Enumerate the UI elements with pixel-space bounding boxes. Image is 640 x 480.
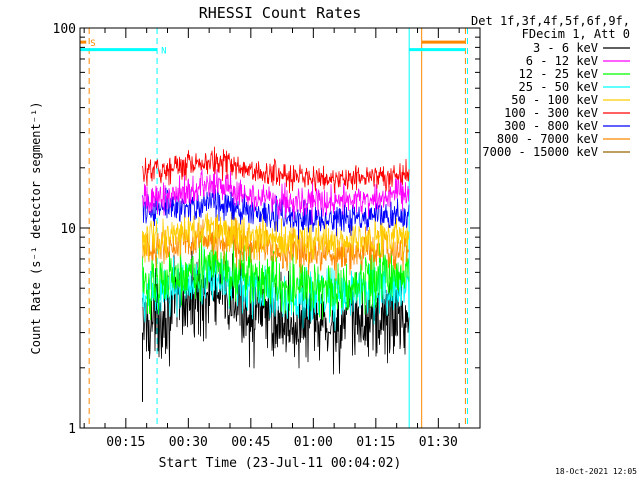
series-line-100-300kev bbox=[142, 146, 410, 194]
legend-label: 300 - 800 keV bbox=[504, 119, 598, 133]
legend-label: 25 - 50 keV bbox=[519, 80, 598, 94]
legend-header-line-2: FDecim 1, Att 0 bbox=[522, 27, 630, 41]
legend-label: 50 - 100 keV bbox=[511, 93, 598, 107]
footer-timestamp: 18-Oct-2021 12:05 bbox=[555, 467, 637, 476]
x-tick-label: 00:30 bbox=[169, 435, 208, 450]
legend-label: 12 - 25 keV bbox=[519, 67, 598, 81]
attenuator-label-n: N bbox=[161, 47, 166, 57]
series-line-300-800kev bbox=[142, 180, 410, 240]
chart-title: RHESSI Count Rates bbox=[199, 4, 362, 22]
series-line-12-25kev bbox=[142, 231, 410, 321]
series-line-6-12kev bbox=[142, 169, 410, 225]
series-line-3-6kev bbox=[142, 241, 410, 375]
x-tick-label: 01:00 bbox=[294, 435, 333, 450]
legend-header-line-1: Det 1f,3f,4f,5f,6f,9f, bbox=[471, 14, 630, 28]
x-tick-label: 00:45 bbox=[231, 435, 270, 450]
vertical-lines-layer bbox=[79, 28, 468, 428]
legend-label: 100 - 300 keV bbox=[504, 106, 598, 120]
y-axis-label: Count Rate (s⁻¹ detector segment⁻¹) bbox=[29, 102, 43, 355]
attenuator-label-s: S bbox=[90, 39, 95, 49]
x-tick-label: 01:15 bbox=[356, 435, 395, 450]
legend-label: 7000 - 15000 keV bbox=[482, 145, 598, 159]
series-layer bbox=[142, 146, 410, 402]
x-tick-label: 00:15 bbox=[106, 435, 145, 450]
y-tick-label: 10 bbox=[60, 222, 76, 237]
x-axis-label: Start Time (23-Jul-11 00:04:02) bbox=[159, 456, 402, 471]
legend: Det 1f,3f,4f,5f,6f,9f, FDecim 1, Att 0 3… bbox=[471, 14, 630, 159]
legend-label: 800 - 7000 keV bbox=[497, 132, 598, 146]
y-tick-label: 1 bbox=[68, 422, 76, 437]
legend-label: 6 - 12 keV bbox=[526, 54, 598, 68]
attenuator-bars-layer: SN bbox=[80, 39, 466, 57]
series-line-50-100kev bbox=[142, 212, 410, 265]
y-tick-label: 100 bbox=[53, 22, 76, 37]
plot-area-frame bbox=[79, 27, 481, 429]
legend-label: 3 - 6 keV bbox=[533, 41, 598, 55]
axis-ticks-layer: 00:15 00:30 00:45 01:00 01:15 01:30 1 10 100 bbox=[53, 22, 481, 450]
x-tick-label: 01:30 bbox=[419, 435, 458, 450]
